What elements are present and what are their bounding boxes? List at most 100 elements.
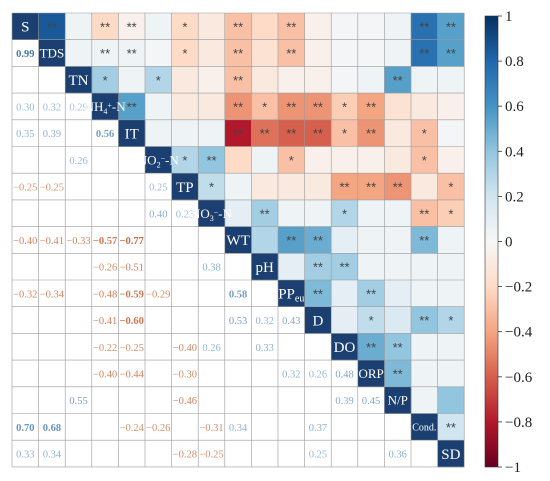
- heatmap-cell-r3-c11: [304, 93, 332, 121]
- coefficient-label-25: −0.29: [146, 289, 170, 300]
- coefficient-label-20: 0.38: [202, 263, 220, 274]
- heatmap-cell-r1-c3: [91, 39, 119, 67]
- colorbar-tick-label-8: −0.6: [505, 370, 533, 386]
- heatmap-cell-r0-c6: [171, 13, 199, 40]
- significance-mark-53: *: [369, 313, 374, 328]
- significance-mark-58: **: [393, 366, 403, 381]
- diagonal-cell-9: [251, 253, 279, 281]
- diagonal-cell-10: [278, 280, 305, 307]
- diagonal-cell-2: [65, 66, 93, 94]
- significance-mark-22: **: [286, 99, 296, 114]
- coefficient-label-58: 0.25: [309, 450, 327, 461]
- heatmap-cell-r11-c14: [384, 306, 412, 334]
- significance-mark-26: **: [233, 126, 243, 141]
- heatmap-cell-r0-c16: [437, 13, 465, 40]
- coefficient-label-59: 0.36: [389, 450, 407, 461]
- heatmap-cell-r8-c12: [331, 226, 359, 254]
- heatmap-cell-r5-c14: [384, 146, 412, 174]
- significance-mark-57: **: [393, 340, 403, 355]
- heatmap-cell-r1-c10: [278, 39, 305, 67]
- significance-mark-25: **: [366, 99, 376, 114]
- heatmap-cell-r5-c7: [198, 146, 226, 174]
- coefficient-label-43: 0.55: [69, 396, 87, 407]
- significance-mark-9: **: [127, 46, 137, 61]
- heatmap-cell-r1-c2: [65, 39, 93, 67]
- coefficient-label-39: −0.30: [173, 369, 197, 380]
- heatmap-cell-r1-c7: [198, 39, 226, 67]
- diagonal-cell-4: [118, 119, 146, 147]
- heatmap-cell-r0-c14: [384, 13, 412, 40]
- coefficient-label-12: 0.23: [176, 209, 194, 220]
- diagonal-cell-11: [304, 306, 332, 334]
- coefficient-label-22: −0.34: [40, 289, 65, 300]
- coefficient-label-19: −0.51: [120, 263, 144, 274]
- heatmap-cell-r10-c11: [304, 280, 332, 307]
- significance-mark-38: **: [339, 180, 349, 195]
- heatmap-cell-r10-c16: [437, 280, 465, 307]
- variable-label-10: PPeu: [278, 287, 304, 305]
- heatmap-cell-r6-c15: [411, 173, 438, 201]
- heatmap-cell-r11-c15: [411, 306, 438, 334]
- heatmap-cell-r1-c6: [171, 39, 199, 67]
- coefficient-label-8: −0.25: [13, 183, 37, 194]
- heatmap-cell-r3-c16: [437, 93, 465, 121]
- heatmap-cell-r4-c11: [304, 119, 332, 147]
- variable-label-4: IT: [125, 126, 139, 142]
- heatmap-cell-r1-c13: [357, 39, 385, 67]
- heatmap-cell-r9-c12: [331, 253, 359, 281]
- heatmap-cell-r0-c4: [118, 13, 146, 40]
- significance-mark-52: **: [366, 286, 376, 301]
- heatmap-cell-r12-c14: [384, 333, 412, 361]
- heatmap-cell-r8-c13: [357, 226, 385, 254]
- heatmap-cell-r8-c9: [251, 226, 279, 254]
- diagonal-cell-0: [12, 13, 39, 40]
- heatmap-cell-r12-c15: [411, 333, 438, 361]
- heatmap-cell-r2-c13: [357, 66, 385, 94]
- significance-mark-37: *: [209, 180, 214, 195]
- coefficient-label-26: 0.58: [229, 289, 247, 300]
- heatmap-cell-r1-c15: [411, 39, 438, 67]
- significance-mark-19: **: [127, 99, 137, 114]
- heatmap-cell-r6-c8: [224, 173, 252, 201]
- colorbar-ticks: 1 0.8 0.6 0.4 0.2 0 −0.2 −0.4 −0.6 −0.8 −1: [498, 9, 533, 476]
- heatmap-cell-r2-c11: [304, 66, 332, 94]
- significance-mark-3: *: [182, 19, 187, 34]
- heatmap-cell-r6-c13: [357, 173, 385, 201]
- heatmap-cell-r13-c14: [384, 360, 412, 388]
- heatmap-cell-r1-c16: [437, 39, 465, 67]
- coefficient-label-14: −0.41: [40, 236, 64, 247]
- significance-mark-11: **: [233, 46, 243, 61]
- coefficient-label-45: 0.39: [335, 396, 353, 407]
- significance-mark-34: **: [206, 153, 216, 168]
- significance-mark-28: **: [286, 126, 296, 141]
- heatmap-cell-r0-c5: [145, 13, 172, 40]
- heatmap-cell-r0-c10: [278, 13, 305, 40]
- heatmap-cell-r1-c5: [145, 39, 172, 67]
- heatmap-cell-r8-c16: [437, 226, 465, 254]
- diagonal-cell-16: [437, 440, 465, 468]
- heatmap-cells: [12, 13, 465, 468]
- heatmap-cell-r6-c14: [384, 173, 412, 201]
- colorbar-tick-label-2: 0.6: [505, 99, 524, 115]
- heatmap-cell-r6-c16: [437, 173, 465, 201]
- significance-mark-31: **: [366, 126, 376, 141]
- heatmap-cell-r9-c14: [384, 253, 412, 281]
- heatmap-cell-r2-c12: [331, 66, 359, 94]
- heatmap-cell-r12-c16: [437, 333, 465, 361]
- significance-mark-39: **: [366, 180, 376, 195]
- variable-label-2: TN: [69, 73, 89, 89]
- coefficient-label-29: 0.53: [229, 316, 247, 327]
- significance-mark-54: **: [419, 313, 429, 328]
- significance-mark-20: **: [233, 99, 243, 114]
- heatmap-cell-r9-c16: [437, 253, 465, 281]
- heatmap-cell-r2-c3: [91, 66, 119, 94]
- heatmap-cell-r3-c15: [411, 93, 438, 121]
- significance-mark-47: **: [313, 233, 323, 248]
- significance-mark-43: *: [342, 206, 347, 221]
- significance-mark-16: *: [156, 73, 161, 88]
- colorbar-tick-label-7: −0.4: [505, 325, 533, 341]
- heatmap-cell-r7-c13: [357, 199, 385, 227]
- variable-label-0: S: [21, 20, 29, 36]
- heatmap-cell-r11-c12: [331, 306, 359, 334]
- heatmap-cell-r7-c10: [278, 199, 305, 227]
